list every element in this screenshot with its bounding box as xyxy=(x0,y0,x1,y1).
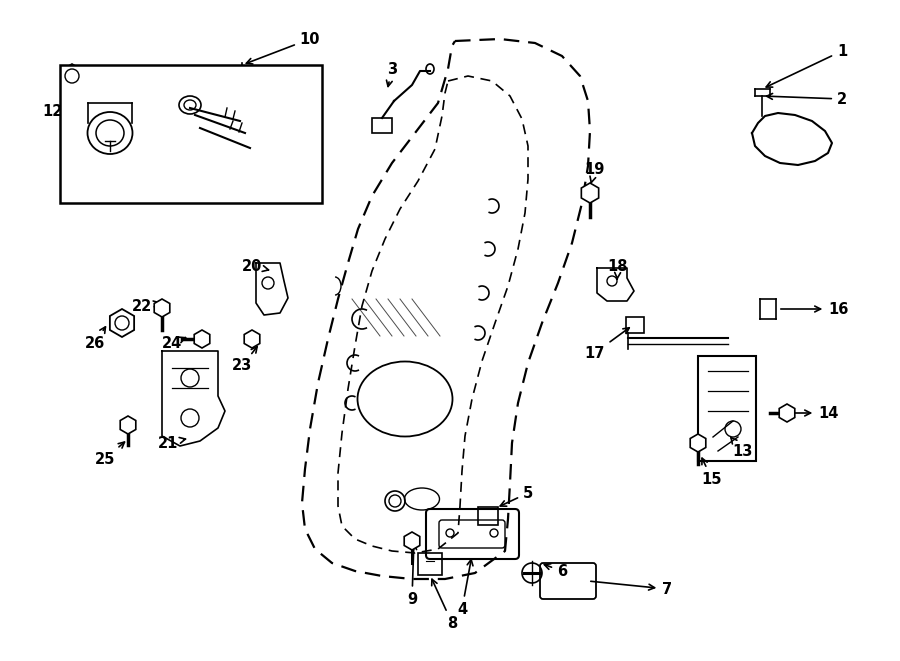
Text: 25: 25 xyxy=(94,442,124,467)
Text: 21: 21 xyxy=(158,436,185,451)
Text: 22: 22 xyxy=(132,299,159,313)
Text: 6: 6 xyxy=(544,563,567,578)
Ellipse shape xyxy=(87,112,132,154)
Text: 16: 16 xyxy=(781,301,849,317)
Text: 7: 7 xyxy=(590,581,672,596)
Ellipse shape xyxy=(179,96,201,114)
Ellipse shape xyxy=(184,100,196,110)
Bar xyxy=(60,65,322,203)
Text: 18: 18 xyxy=(608,258,628,279)
Text: 15: 15 xyxy=(702,458,722,486)
Text: 13: 13 xyxy=(731,438,752,459)
Bar xyxy=(478,507,498,525)
Text: 26: 26 xyxy=(85,327,105,350)
Text: 19: 19 xyxy=(585,161,605,182)
Text: 11: 11 xyxy=(80,159,104,196)
Text: 1: 1 xyxy=(766,44,847,87)
Text: 17: 17 xyxy=(585,328,629,360)
Text: 8: 8 xyxy=(432,579,457,631)
Bar xyxy=(372,118,392,133)
Text: 5: 5 xyxy=(500,485,533,506)
Text: 4: 4 xyxy=(457,560,473,617)
Text: 9: 9 xyxy=(407,543,417,607)
Text: 14: 14 xyxy=(795,405,839,420)
Text: 3: 3 xyxy=(386,61,397,87)
Text: 20: 20 xyxy=(242,258,268,274)
Text: 10: 10 xyxy=(247,32,320,64)
Text: 12: 12 xyxy=(41,94,74,118)
Text: 2: 2 xyxy=(767,91,847,106)
Bar xyxy=(418,553,442,575)
Bar xyxy=(626,317,644,333)
Text: 24: 24 xyxy=(162,336,185,350)
Text: 23: 23 xyxy=(232,346,257,373)
Ellipse shape xyxy=(96,120,124,146)
